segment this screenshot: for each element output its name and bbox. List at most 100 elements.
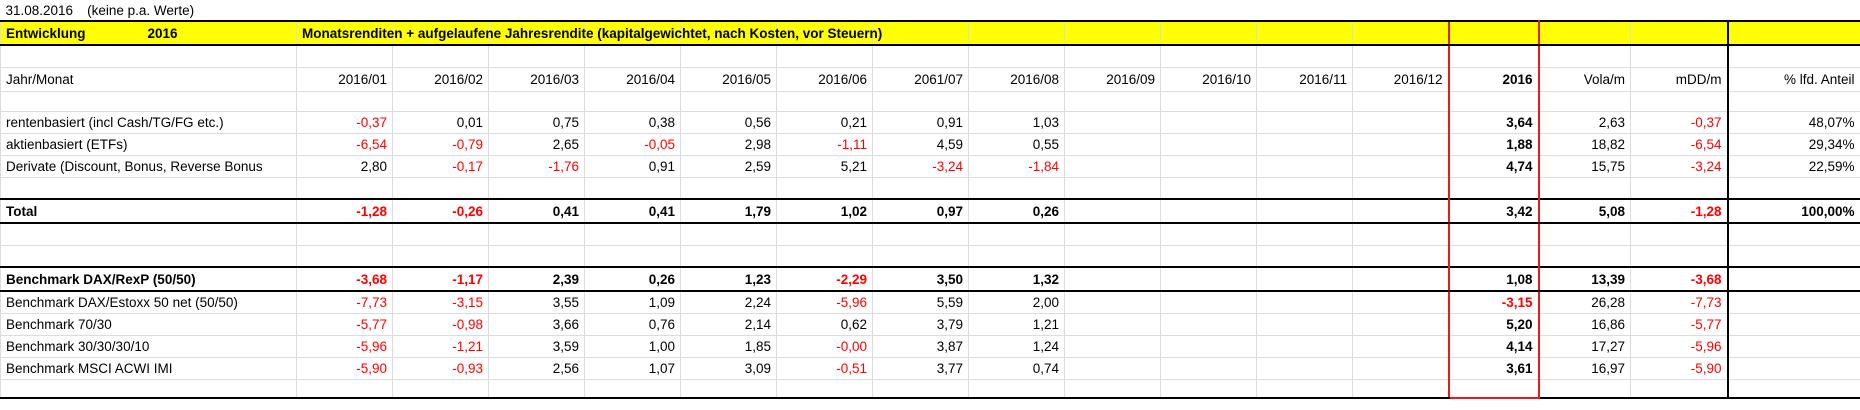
share-value: 22,59% (1726, 154, 1860, 178)
month-value: -5,90 (296, 356, 393, 380)
bar-title: Entwicklung (6, 25, 86, 41)
cell (0, 176, 297, 200)
cell (1160, 20, 1257, 46)
month-value (1256, 356, 1353, 380)
month-value (1160, 154, 1257, 178)
month-value: 0,91 (872, 110, 969, 134)
share-value: 29,34% (1726, 132, 1860, 156)
month-value: 1,23 (680, 266, 777, 292)
cell (1352, 44, 1449, 68)
note: (keine p.a. Werte) (87, 2, 195, 18)
row (0, 176, 1860, 200)
cell (1726, 44, 1860, 68)
cell (488, 222, 585, 246)
month-value: 3,59 (488, 334, 585, 358)
month-value: 4,59 (872, 132, 969, 156)
month-value: 2,24 (680, 290, 777, 314)
row: Total -1,28 -0,26 0,41 0,41 1,79 1,02 0,97 0,26 3… (0, 198, 1860, 224)
month-value (1160, 110, 1257, 134)
month-value (1352, 110, 1449, 134)
month-value: -5,96 (296, 334, 393, 358)
return-table: 31.08.2016 (keine p.a. Werte) Entwicklung 2… (0, 0, 1860, 399)
cell (1447, 244, 1540, 268)
month-header: 2061/07 (872, 66, 969, 92)
year-value: 4,74 (1447, 154, 1540, 178)
year-header: 2016 (1447, 66, 1540, 92)
month-value: -6,54 (296, 132, 393, 156)
row (0, 222, 1860, 246)
month-value: 0,55 (968, 132, 1065, 156)
cell (392, 90, 489, 112)
month-value: 0,41 (584, 198, 681, 224)
month-value (1064, 266, 1161, 292)
bar-description: Monatsrenditen + aufgelaufene Jahresrend… (296, 20, 882, 46)
cell (1631, 0, 1728, 21)
month-value (1064, 334, 1161, 358)
vola-value: 18,82 (1538, 132, 1631, 156)
month-value (1352, 356, 1449, 380)
cell (1352, 20, 1449, 46)
month-value (1352, 334, 1449, 358)
cell (1630, 44, 1728, 68)
month-value: 0,26 (968, 198, 1065, 224)
row: Derivate (Discount, Bonus, Reverse Bonus… (0, 154, 1860, 178)
cell (1256, 90, 1353, 112)
month-value: 2,98 (680, 132, 777, 156)
month-value (1160, 198, 1257, 224)
cell (488, 176, 585, 200)
cell (777, 0, 873, 21)
cell (0, 44, 297, 68)
month-value (1160, 266, 1257, 292)
month-value (1064, 290, 1161, 314)
cell (1160, 244, 1257, 268)
cell (872, 244, 969, 268)
month-value: -1,76 (488, 154, 585, 178)
month-value: 2,00 (968, 290, 1065, 314)
cell (0, 90, 297, 112)
month-value: 2,65 (488, 132, 585, 156)
cell (296, 378, 393, 399)
cell (296, 44, 393, 68)
cell (1256, 378, 1353, 399)
cell (1064, 20, 1161, 46)
vola-value: 26,28 (1538, 290, 1631, 314)
month-value: 3,09 (680, 356, 777, 380)
month-header: 2016/02 (392, 66, 489, 92)
cell (680, 222, 777, 246)
cell (1160, 378, 1257, 399)
year-value: 1,08 (1447, 266, 1540, 292)
cell (1064, 378, 1161, 399)
mdd-value: -3,68 (1630, 266, 1728, 292)
month-header: 2016/12 (1352, 66, 1449, 92)
month-value (1064, 312, 1161, 336)
cell (296, 244, 393, 268)
cell (1447, 20, 1540, 46)
month-value: 0,26 (584, 266, 681, 292)
month-value (1064, 132, 1161, 156)
cell (489, 0, 585, 21)
cell (1726, 90, 1860, 112)
cell (488, 378, 585, 399)
month-value: -2,29 (776, 266, 873, 292)
cell (1630, 244, 1728, 268)
month-header: 2016/08 (968, 66, 1065, 92)
cell (0, 222, 297, 246)
share-header: % lfd. Anteil (1726, 66, 1860, 92)
month-value: 1,02 (776, 198, 873, 224)
mdd-value: -3,24 (1630, 154, 1728, 178)
month-value: 3,87 (872, 334, 969, 358)
date: 31.08.2016 (5, 2, 74, 18)
cell (488, 44, 585, 68)
share-value (1726, 356, 1860, 380)
cell (1726, 378, 1860, 399)
month-value (1064, 356, 1161, 380)
mdd-value: -6,54 (1630, 132, 1728, 156)
cell (1256, 244, 1353, 268)
month-value: -1,84 (968, 154, 1065, 178)
cell (1064, 244, 1161, 268)
cell (1256, 20, 1353, 46)
month-value (1160, 312, 1257, 336)
month-value: -1,11 (776, 132, 873, 156)
vola-value: 2,63 (1538, 110, 1631, 134)
